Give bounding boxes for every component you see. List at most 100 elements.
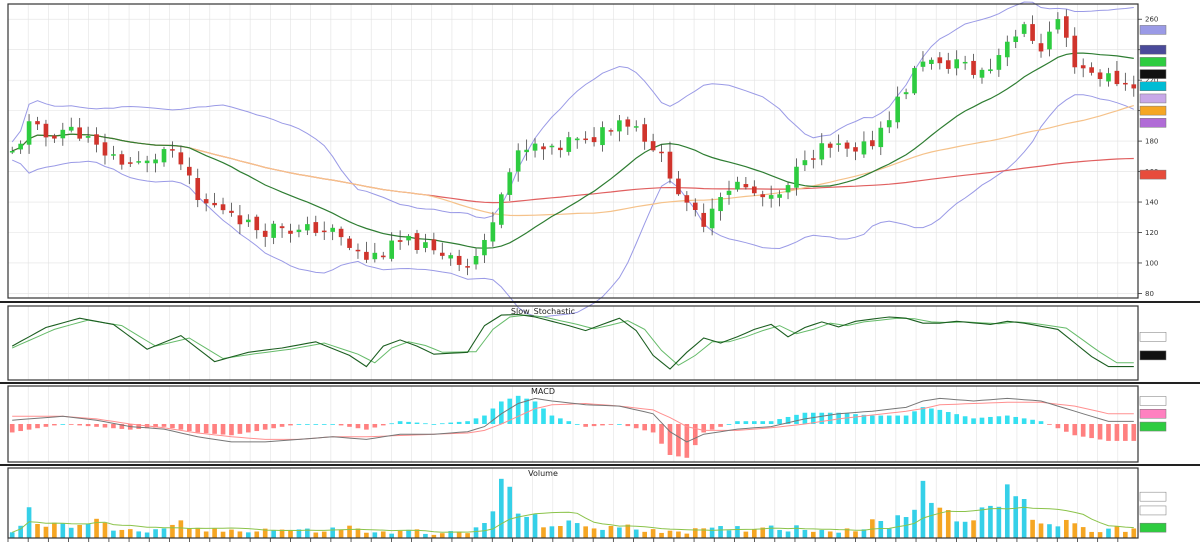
macd-histogram-bar [684,424,690,458]
candle-down [676,178,681,195]
macd-histogram-bar [768,421,774,424]
volume-bar [676,531,681,538]
volume-bar [1072,523,1078,538]
candle-down [186,166,192,176]
macd-histogram-bar [1055,424,1061,429]
candle-down [751,186,757,194]
candle-up [372,252,378,260]
macd-histogram-bar [111,424,116,429]
moving-average-short [11,52,1134,249]
volume-bar [499,478,504,538]
macd-histogram-bar [220,424,226,435]
candle-up [878,127,884,148]
macd-histogram-bar [836,412,841,424]
macd-histogram-bar [372,424,378,428]
volume-bar [127,529,133,538]
price-badge [1139,93,1167,104]
volume-bar [18,525,23,538]
candle-up [1021,24,1027,34]
macd-histogram-bar [827,412,833,424]
volume-bar [431,534,437,538]
macd-histogram-bar [558,418,563,424]
candle-down [170,149,175,151]
candle-up [1013,36,1019,42]
candle-down [1097,72,1103,79]
candle-up [136,161,142,163]
volume-bar [802,529,808,538]
macd-histogram-bar [26,424,32,430]
candle-down [853,147,858,152]
volume-bar [633,529,639,538]
volume-bar [1114,525,1120,538]
candle-down [397,240,403,242]
volume-bar [996,506,1002,538]
volume-bar [1080,527,1086,538]
volume-moving-average [12,506,1134,533]
candle-down [431,239,437,251]
macd-histogram-bar [870,415,875,424]
macd-histogram-bar [170,424,175,429]
candle-down [203,199,209,204]
macd-histogram-bar [153,424,158,428]
volume-bar [667,530,673,538]
macd-histogram-bar [903,415,909,424]
volume-bar [35,523,40,538]
indicators [9,313,1137,538]
volume-bar [920,480,926,538]
volume-bar [279,529,285,538]
candle-down [1064,16,1069,38]
macd-histogram-bar [811,412,816,424]
volume-badge [1139,522,1167,533]
panel-title-volume: Volume [528,469,558,478]
volume-bar [600,529,605,538]
candle-down [667,151,673,179]
macd-histogram-bar [1047,424,1052,425]
macd-histogram-bar [279,424,285,427]
macd-histogram-bar [1089,424,1094,439]
candle-up [271,223,276,238]
volume-bar [1131,528,1137,538]
macd-badge [1139,421,1167,432]
volume-bar [844,528,850,538]
macd-histogram-bar [456,421,462,424]
candle-down [229,210,234,213]
candle-up [895,96,900,123]
candle-up [18,143,23,150]
candle-up [482,239,487,256]
macd-histogram-bar [633,424,639,429]
volume-bar [1004,484,1010,538]
macd-histogram-bar [439,423,445,425]
price-badge [1139,44,1167,55]
candle-down [1038,43,1044,52]
macd-histogram-bar [355,424,361,429]
macd-histogram-bar [254,424,260,432]
candle-down [642,124,647,142]
macd-histogram-bar [9,424,15,433]
macd-histogram-bar [912,411,917,424]
volume-bar [760,527,766,538]
candle-up [996,55,1002,70]
candle-down [684,195,690,203]
candle-up [735,181,740,190]
macd-histogram-bar [777,419,782,424]
volume-bar [726,530,732,538]
macd-histogram-bar [549,415,555,424]
macd-signal-line [12,401,1134,440]
macd-histogram-bar [591,424,597,427]
candle-up [144,160,150,164]
y-tick-label: 260 [1145,16,1158,24]
macd-histogram-bar [364,424,369,430]
volume-bar [617,527,622,538]
macd-histogram-bar [212,424,217,434]
volume-bar [1123,531,1128,538]
candle-up [549,145,555,148]
volume-bar [414,529,420,538]
volume-bar [195,527,201,538]
volume-bar [296,529,302,538]
volume-bar [313,532,319,538]
candle-up [524,149,529,153]
macd-histogram-bar [94,424,99,427]
volume-bar [574,523,580,538]
volume-bar [178,520,184,538]
macd-histogram-bar [962,416,968,424]
